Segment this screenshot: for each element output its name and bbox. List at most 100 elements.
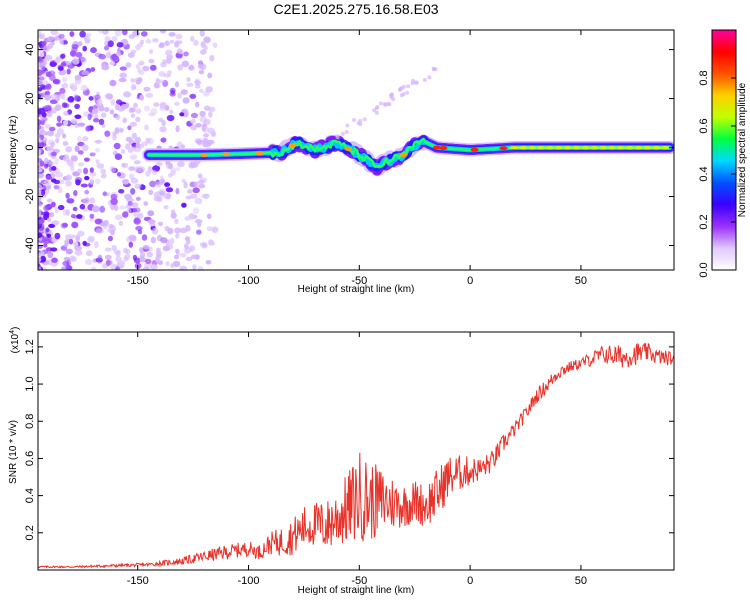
noise-blob [68, 234, 76, 239]
noise-blob [159, 42, 165, 48]
noise-blob [43, 243, 48, 248]
noise-blob [174, 101, 180, 106]
noise-blob [431, 67, 436, 72]
noise-blob [44, 183, 52, 188]
noise-blob [75, 51, 83, 58]
noise-blob [53, 179, 61, 185]
noise-blob [142, 266, 150, 270]
noise-blob [118, 189, 125, 194]
noise-blob [79, 203, 86, 210]
noise-blob [114, 127, 120, 134]
noise-blob [46, 233, 51, 239]
noise-blob [372, 108, 377, 113]
noise-blob [195, 101, 200, 108]
noise-blob [149, 64, 157, 71]
noise-blob [38, 208, 42, 215]
noise-blob [160, 61, 167, 68]
noise-blob [150, 236, 157, 244]
noise-blob [96, 163, 105, 169]
noise-blob [427, 75, 432, 80]
noise-blob [94, 218, 102, 225]
noise-blob [73, 241, 79, 248]
x-tick-label: -150 [127, 275, 149, 287]
noise-blob [55, 171, 64, 178]
noise-blob [143, 201, 149, 207]
noise-blob [38, 183, 43, 191]
noise-blob [181, 202, 187, 208]
snr-frame [37, 331, 675, 571]
noise-blob [109, 54, 118, 62]
noise-blob [183, 181, 188, 189]
noise-blob [65, 192, 70, 199]
noise-blob [85, 250, 93, 257]
noise-blob [127, 201, 133, 206]
noise-blob [410, 81, 415, 86]
noise-blob [389, 95, 394, 100]
noise-blob [204, 37, 211, 44]
figure-title: C2E1.2025.275.16.58.E03 [273, 1, 438, 17]
noise-blob [39, 51, 45, 58]
noise-blob [196, 229, 202, 235]
ridge-hotspot [509, 146, 520, 150]
noise-blob [77, 122, 86, 127]
noise-blob [46, 71, 52, 78]
noise-blob [73, 190, 78, 197]
noise-blob [133, 160, 141, 165]
noise-blob [168, 32, 176, 37]
noise-blob [209, 55, 215, 62]
noise-blob [362, 117, 367, 122]
noise-blob [158, 221, 163, 227]
noise-blob [145, 137, 151, 144]
noise-blob [340, 131, 345, 136]
noise-blob [185, 256, 193, 261]
noise-blob [194, 197, 203, 205]
noise-blob [179, 227, 188, 234]
noise-blob [197, 64, 204, 69]
noise-blob [197, 265, 204, 270]
noise-blob [159, 30, 167, 34]
noise-blob [119, 66, 127, 71]
noise-blob [159, 106, 166, 111]
noise-blob [47, 36, 55, 42]
noise-blob [140, 31, 148, 37]
noise-blob [82, 198, 91, 204]
noise-blob [94, 178, 101, 185]
noise-blob [175, 125, 180, 133]
noise-blob [135, 142, 141, 148]
noise-blob [44, 55, 50, 60]
noise-blob [51, 257, 58, 263]
noise-blob [180, 89, 188, 95]
noise-blob [109, 60, 116, 66]
noise-blob [71, 221, 79, 229]
noise-blob [67, 96, 75, 103]
noise-blob [54, 232, 61, 240]
noise-blob [74, 145, 80, 152]
noise-blob [95, 228, 103, 234]
noise-blob [176, 48, 183, 54]
noise-blob [177, 92, 182, 99]
noise-blob [145, 258, 152, 264]
noise-blob [59, 93, 65, 99]
noise-blob [211, 226, 219, 233]
snr-y-label: SNR (10 * v/v) [8, 420, 19, 484]
noise-blob [148, 58, 155, 64]
noise-blob [41, 189, 46, 196]
ridge-hotspot [499, 146, 508, 151]
noise-blob [422, 78, 427, 82]
noise-blob [60, 62, 67, 67]
noise-blob [68, 238, 74, 245]
noise-blob [104, 130, 111, 137]
noise-blob [70, 118, 78, 124]
noise-blob [48, 150, 53, 158]
x-tick-label: 0 [467, 275, 473, 287]
noise-blob [40, 84, 46, 90]
noise-blob [90, 67, 96, 72]
noise-blob [84, 175, 90, 181]
noise-blob [80, 183, 89, 188]
noise-blob [202, 123, 207, 128]
noise-blob [152, 38, 159, 43]
noise-blob [352, 118, 356, 122]
noise-blob [119, 128, 124, 133]
noise-blob [47, 251, 54, 259]
noise-blob [152, 227, 159, 235]
